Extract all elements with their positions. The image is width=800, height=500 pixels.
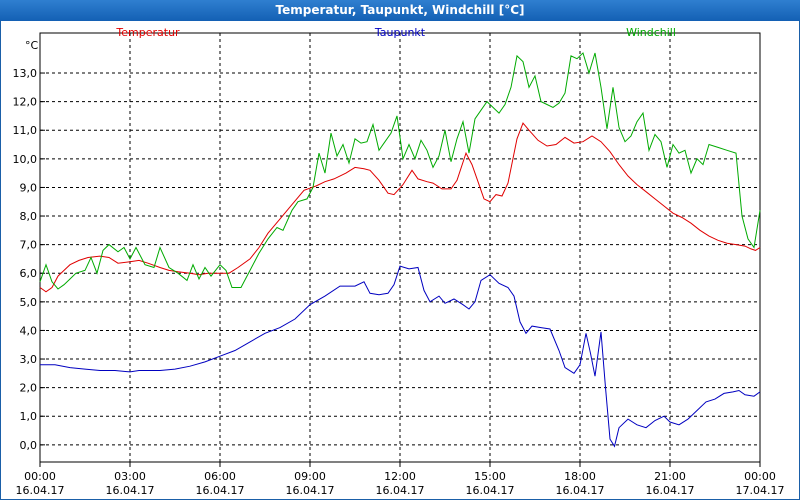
x-tick-time: 00:00 bbox=[744, 470, 776, 483]
x-tick-time: 15:00 bbox=[474, 470, 506, 483]
y-tick-label: 5,0 bbox=[20, 296, 38, 309]
chart-title: Temperatur, Taupunkt, Windchill [°C] bbox=[0, 0, 800, 21]
y-tick-label: 12,0 bbox=[13, 96, 38, 109]
y-tick-label: 2,0 bbox=[20, 382, 38, 395]
y-tick-label: 9,0 bbox=[20, 181, 38, 194]
x-tick-date: 16.04.17 bbox=[556, 484, 605, 497]
x-tick-time: 00:00 bbox=[24, 470, 56, 483]
x-tick-time: 21:00 bbox=[654, 470, 686, 483]
x-tick-time: 18:00 bbox=[564, 470, 596, 483]
legend-item-temperatur: Temperatur bbox=[115, 26, 180, 39]
legend-item-windchill: Windchill bbox=[626, 26, 676, 39]
x-tick-date: 16.04.17 bbox=[16, 484, 65, 497]
x-tick-time: 09:00 bbox=[294, 470, 326, 483]
x-tick-date: 17.04.17 bbox=[736, 484, 785, 497]
x-tick-date: 16.04.17 bbox=[286, 484, 335, 497]
x-tick-date: 16.04.17 bbox=[466, 484, 515, 497]
legend: Temperatur Taupunkt Windchill bbox=[115, 26, 676, 39]
y-axis-label: °C bbox=[25, 39, 39, 52]
series-line-windchill bbox=[39, 52, 761, 290]
series-line-temperatur bbox=[39, 122, 761, 293]
y-tick-label: 3,0 bbox=[20, 353, 38, 366]
legend-item-taupunkt: Taupunkt bbox=[374, 26, 426, 39]
data-series bbox=[39, 52, 761, 448]
y-tick-label: 4,0 bbox=[20, 324, 38, 337]
y-tick-label: 7,0 bbox=[20, 239, 38, 252]
x-tick-date: 16.04.17 bbox=[196, 484, 245, 497]
x-tick-time: 12:00 bbox=[384, 470, 416, 483]
x-axis-ticks: 00:0016.04.1703:0016.04.1706:0016.04.170… bbox=[16, 462, 785, 497]
x-tick-time: 03:00 bbox=[114, 470, 146, 483]
series-line-taupunkt bbox=[40, 265, 761, 448]
plot-area bbox=[39, 32, 761, 463]
y-tick-label: 8,0 bbox=[20, 210, 38, 223]
x-tick-time: 06:00 bbox=[204, 470, 236, 483]
y-tick-label: 10,0 bbox=[13, 153, 38, 166]
y-tick-label: 13,0 bbox=[13, 67, 38, 80]
y-tick-label: 0,0 bbox=[20, 439, 38, 452]
y-axis-ticks: 0,0 1,0 2,0 3,0 4,0 5,0 6,0 7,0 8,0 9,0 10,0 11,0 12… bbox=[13, 67, 45, 452]
x-tick-date: 16.04.17 bbox=[106, 484, 155, 497]
y-tick-label: 6,0 bbox=[20, 267, 38, 280]
x-tick-date: 16.04.17 bbox=[646, 484, 695, 497]
x-tick-date: 16.04.17 bbox=[376, 484, 425, 497]
y-tick-label: 1,0 bbox=[20, 410, 38, 423]
y-tick-label: 11,0 bbox=[13, 124, 38, 137]
